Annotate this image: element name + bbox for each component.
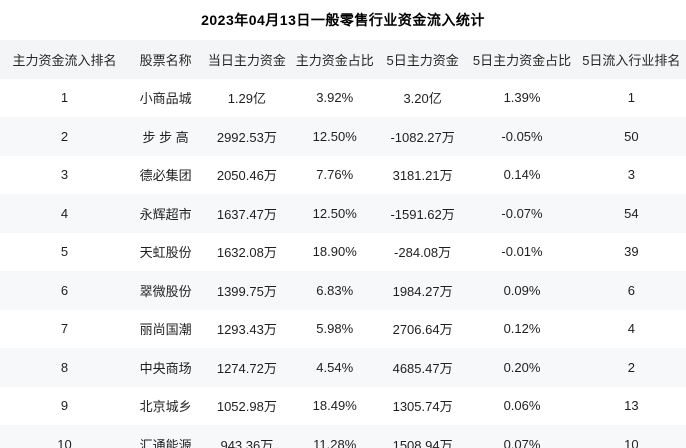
table-cell: 4	[576, 309, 686, 348]
table-cell: -0.01%	[467, 232, 577, 271]
table-cell: 0.07%	[467, 425, 577, 448]
column-header-2: 当日主力资金	[202, 40, 292, 79]
table-row: 8 中央商场 1274.72万 4.54% 4685.47万 0.20% 2	[0, 348, 686, 387]
table-cell: 1.39%	[467, 78, 577, 117]
table-cell: 步 步 高	[129, 117, 203, 156]
table-cell: 中央商场	[129, 348, 203, 387]
table-cell: 3.92%	[291, 78, 378, 117]
page-title: 2023年04月13日一般零售行业资金流入统计	[201, 12, 485, 28]
table-cell: -1082.27万	[377, 117, 468, 156]
table-cell: 1274.72万	[202, 348, 292, 387]
table-cell: 0.20%	[467, 348, 577, 387]
table-cell: 13	[576, 386, 686, 425]
column-header-3: 主力资金占比	[291, 40, 378, 79]
table-cell: 3.20亿	[377, 78, 468, 117]
table-cell: 北京城乡	[129, 386, 203, 425]
table-cell: 1632.08万	[202, 232, 292, 271]
column-header-6: 5日流入行业排名	[576, 40, 686, 79]
table-cell: 0.06%	[467, 386, 577, 425]
table-cell: 8	[0, 348, 130, 387]
table-row: 3 德必集团 2050.46万 7.76% 3181.21万 0.14% 3	[0, 155, 686, 194]
table-cell: 7.76%	[291, 155, 378, 194]
table-cell: -0.07%	[467, 194, 577, 233]
table-cell: 1305.74万	[377, 386, 468, 425]
table-cell: -284.08万	[377, 232, 468, 271]
column-header-1: 股票名称	[129, 40, 203, 79]
table-cell: -0.05%	[467, 117, 577, 156]
table-cell: 1637.47万	[202, 194, 292, 233]
table-cell: 小商品城	[129, 78, 203, 117]
table-cell: 943.36万	[202, 425, 292, 448]
table-cell: 50	[576, 117, 686, 156]
table-cell: 2	[0, 117, 130, 156]
table-cell: 丽尚国潮	[129, 309, 203, 348]
table-cell: 1052.98万	[202, 386, 292, 425]
table-cell: 18.49%	[291, 386, 378, 425]
capital-flow-table: 主力资金流入排名 股票名称 当日主力资金 主力资金占比 5日主力资金 5日主力资金占比 5日…	[0, 40, 686, 448]
table-cell: 5.98%	[291, 309, 378, 348]
table-cell: 1293.43万	[202, 309, 292, 348]
column-header-5: 5日主力资金占比	[467, 40, 577, 79]
table-cell: 3	[576, 155, 686, 194]
table-header: 主力资金流入排名 股票名称 当日主力资金 主力资金占比 5日主力资金 5日主力资金占比 5日…	[0, 40, 686, 79]
table-cell: 1399.75万	[202, 271, 292, 310]
table-cell: 0.12%	[467, 309, 577, 348]
table-cell: 6	[576, 271, 686, 310]
column-header-0: 主力资金流入排名	[0, 40, 130, 79]
table-cell: 10	[576, 425, 686, 448]
table-cell: 4685.47万	[377, 348, 468, 387]
table-row: 7 丽尚国潮 1293.43万 5.98% 2706.64万 0.12% 4	[0, 309, 686, 348]
table-cell: 10	[0, 425, 130, 448]
table-row: 6 翠微股份 1399.75万 6.83% 1984.27万 0.09% 6	[0, 271, 686, 310]
table-cell: 5	[0, 232, 130, 271]
table-cell: 0.09%	[467, 271, 577, 310]
table-cell: 汇通能源	[129, 425, 203, 448]
table-cell: 永辉超市	[129, 194, 203, 233]
table-cell: 1984.27万	[377, 271, 468, 310]
table-cell: 3181.21万	[377, 155, 468, 194]
table-cell: 1	[0, 78, 130, 117]
table-row: 9 北京城乡 1052.98万 18.49% 1305.74万 0.06% 13	[0, 386, 686, 425]
table-cell: 天虹股份	[129, 232, 203, 271]
table-cell: 54	[576, 194, 686, 233]
table-cell: 9	[0, 386, 130, 425]
table-cell: 39	[576, 232, 686, 271]
table-cell: 1.29亿	[202, 78, 292, 117]
table-cell: 2992.53万	[202, 117, 292, 156]
table-row: 4 永辉超市 1637.47万 12.50% -1591.62万 -0.07% 54	[0, 194, 686, 233]
table-row: 1 小商品城 1.29亿 3.92% 3.20亿 1.39% 1	[0, 78, 686, 117]
column-header-4: 5日主力资金	[377, 40, 468, 79]
table-cell: 0.14%	[467, 155, 577, 194]
table-cell: 6.83%	[291, 271, 378, 310]
table-cell: 11.28%	[291, 425, 378, 448]
table-cell: 德必集团	[129, 155, 203, 194]
table-cell: 1508.94万	[377, 425, 468, 448]
table-cell: 12.50%	[291, 117, 378, 156]
table-row: 10 汇通能源 943.36万 11.28% 1508.94万 0.07% 10	[0, 425, 686, 448]
table-header-row: 主力资金流入排名 股票名称 当日主力资金 主力资金占比 5日主力资金 5日主力资金占比 5日…	[0, 40, 686, 79]
table-row: 5 天虹股份 1632.08万 18.90% -284.08万 -0.01% 39	[0, 232, 686, 271]
table-cell: 7	[0, 309, 130, 348]
table-cell: 4.54%	[291, 348, 378, 387]
table-cell: -1591.62万	[377, 194, 468, 233]
table-cell: 3	[0, 155, 130, 194]
table-cell: 2706.64万	[377, 309, 468, 348]
table-cell: 翠微股份	[129, 271, 203, 310]
table-body: 1 小商品城 1.29亿 3.92% 3.20亿 1.39% 1 2 步 步 高 2992.53万…	[0, 78, 686, 448]
table-cell: 1	[576, 78, 686, 117]
table-cell: 18.90%	[291, 232, 378, 271]
table-cell: 12.50%	[291, 194, 378, 233]
table-cell: 4	[0, 194, 130, 233]
table-cell: 6	[0, 271, 130, 310]
table-cell: 2050.46万	[202, 155, 292, 194]
table-cell: 2	[576, 348, 686, 387]
